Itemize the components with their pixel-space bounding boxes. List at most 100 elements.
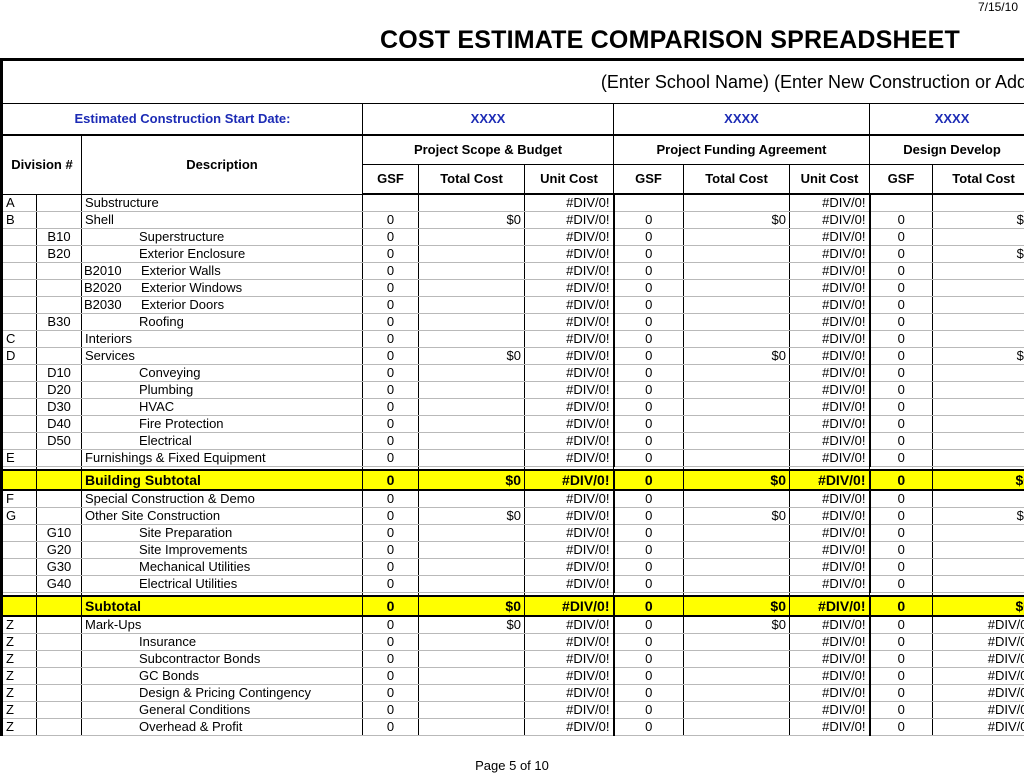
subdivision-cell[interactable]: [36, 616, 82, 634]
gsf-cell[interactable]: 0: [612, 616, 684, 634]
gsf-cell[interactable]: 0: [362, 650, 419, 668]
description-cell[interactable]: HVAC: [81, 398, 363, 416]
gsf-cell[interactable]: 0: [362, 262, 419, 280]
description-cell[interactable]: Mark-Ups: [81, 616, 363, 634]
total-cost-cell[interactable]: $0: [931, 245, 1024, 263]
total-cost-cell[interactable]: [418, 313, 525, 331]
total-cost-cell[interactable]: $0: [683, 507, 790, 525]
gsf-cell[interactable]: 0: [362, 296, 419, 314]
unit-cost-cell[interactable]: #DIV/0!: [789, 347, 870, 365]
total-cost-cell[interactable]: [418, 524, 525, 542]
division-cell[interactable]: G: [0, 507, 37, 525]
unit-cost-cell[interactable]: #DIV/0!: [789, 616, 870, 634]
gsf-cell[interactable]: 0: [612, 558, 684, 576]
subdivision-cell[interactable]: D30: [36, 398, 82, 416]
subdivision-cell[interactable]: [36, 633, 82, 651]
gsf-cell[interactable]: 0: [868, 245, 933, 263]
subdivision-cell[interactable]: G30: [36, 558, 82, 576]
phase-date-2[interactable]: XXXX: [613, 103, 870, 136]
total-cost-cell[interactable]: [683, 228, 790, 246]
description-cell[interactable]: Shell: [81, 211, 363, 229]
unit-cost-cell[interactable]: #DIV/0!: [524, 650, 614, 668]
total-cost-cell[interactable]: [931, 262, 1024, 280]
unit-cost-cell[interactable]: #DIV/0!: [789, 415, 870, 433]
total-cost-cell[interactable]: [418, 650, 525, 668]
subdivision-cell[interactable]: D10: [36, 364, 82, 382]
description-cell[interactable]: B2030 Exterior Doors: [81, 296, 363, 314]
gsf-cell[interactable]: 0: [868, 296, 933, 314]
gsf-cell[interactable]: 0: [362, 398, 419, 416]
total-cost-cell[interactable]: [683, 432, 790, 450]
division-cell[interactable]: [0, 313, 37, 331]
unit-cost-cell[interactable]: #DIV/0!: [789, 245, 870, 263]
total-cost-cell[interactable]: [418, 245, 525, 263]
unit-cost-cell[interactable]: #DIV/0!: [524, 381, 614, 399]
total-cost-cell[interactable]: [418, 364, 525, 382]
description-cell[interactable]: Fire Protection: [81, 415, 363, 433]
unit-cost-cell[interactable]: #DIV/0!: [789, 262, 870, 280]
total-cost-cell[interactable]: [418, 684, 525, 702]
total-cost-cell[interactable]: #DIV/0!: [931, 650, 1024, 668]
gsf-cell[interactable]: 0: [868, 616, 933, 634]
total-cost-cell[interactable]: $0: [931, 347, 1024, 365]
gsf-cell[interactable]: 0: [612, 633, 684, 651]
gsf-cell[interactable]: 0: [362, 490, 419, 508]
gsf-cell[interactable]: 0: [868, 633, 933, 651]
gsf-cell[interactable]: 0: [612, 398, 684, 416]
gsf-cell[interactable]: 0: [362, 616, 419, 634]
description-cell[interactable]: Exterior Enclosure: [81, 245, 363, 263]
gsf-cell[interactable]: 0: [362, 701, 419, 719]
gsf-cell[interactable]: 0: [868, 718, 933, 736]
gsf-cell[interactable]: 0: [612, 490, 684, 508]
total-cost-cell[interactable]: [418, 541, 525, 559]
gsf-cell[interactable]: 0: [868, 364, 933, 382]
unit-cost-cell[interactable]: #DIV/0!: [524, 449, 614, 467]
total-cost-cell[interactable]: [418, 575, 525, 593]
unit-cost-cell[interactable]: #DIV/0!: [524, 194, 614, 212]
gsf-cell[interactable]: 0: [362, 541, 419, 559]
gsf-cell[interactable]: 0: [362, 415, 419, 433]
total-cost-cell[interactable]: $0: [931, 507, 1024, 525]
gsf-cell[interactable]: 0: [612, 684, 684, 702]
division-cell[interactable]: [0, 575, 37, 593]
unit-cost-cell[interactable]: #DIV/0!: [789, 432, 870, 450]
total-cost-cell[interactable]: [683, 398, 790, 416]
description-cell[interactable]: Design & Pricing Contingency: [81, 684, 363, 702]
unit-cost-cell[interactable]: #DIV/0!: [524, 415, 614, 433]
total-cost-cell[interactable]: [683, 490, 790, 508]
unit-cost-cell[interactable]: #DIV/0!: [789, 541, 870, 559]
description-cell[interactable]: Site Preparation: [81, 524, 363, 542]
unit-cost-cell[interactable]: #DIV/0!: [789, 211, 870, 229]
gsf-cell[interactable]: 0: [362, 245, 419, 263]
total-cost-cell[interactable]: #DIV/0!: [931, 616, 1024, 634]
gsf-cell[interactable]: 0: [868, 211, 933, 229]
description-cell[interactable]: Conveying: [81, 364, 363, 382]
description-cell[interactable]: Other Site Construction: [81, 507, 363, 525]
description-cell[interactable]: B2020 Exterior Windows: [81, 279, 363, 297]
total-cost-cell[interactable]: [931, 364, 1024, 382]
unit-cost-cell[interactable]: #DIV/0!: [524, 364, 614, 382]
description-cell[interactable]: Electrical Utilities: [81, 575, 363, 593]
division-cell[interactable]: [0, 279, 37, 297]
total-cost-cell[interactable]: [683, 194, 790, 212]
total-cost-cell[interactable]: $0: [683, 616, 790, 634]
unit-cost-cell[interactable]: #DIV/0!: [789, 701, 870, 719]
total-cost-cell[interactable]: [931, 575, 1024, 593]
division-cell[interactable]: [0, 415, 37, 433]
gsf-cell[interactable]: 0: [362, 347, 419, 365]
description-cell[interactable]: Roofing: [81, 313, 363, 331]
gsf-cell[interactable]: 0: [612, 449, 684, 467]
gsf-cell[interactable]: 0: [612, 211, 684, 229]
division-cell[interactable]: Z: [0, 667, 37, 685]
unit-cost-cell[interactable]: #DIV/0!: [789, 449, 870, 467]
division-cell[interactable]: [0, 228, 37, 246]
description-cell[interactable]: B2010 Exterior Walls: [81, 262, 363, 280]
total-cost-cell[interactable]: [931, 313, 1024, 331]
subdivision-cell[interactable]: [36, 718, 82, 736]
division-cell[interactable]: [0, 398, 37, 416]
total-cost-cell[interactable]: #DIV/0!: [931, 718, 1024, 736]
gsf-cell[interactable]: 0: [362, 449, 419, 467]
subdivision-cell[interactable]: [36, 490, 82, 508]
total-cost-cell[interactable]: [683, 330, 790, 348]
description-cell[interactable]: Special Construction & Demo: [81, 490, 363, 508]
